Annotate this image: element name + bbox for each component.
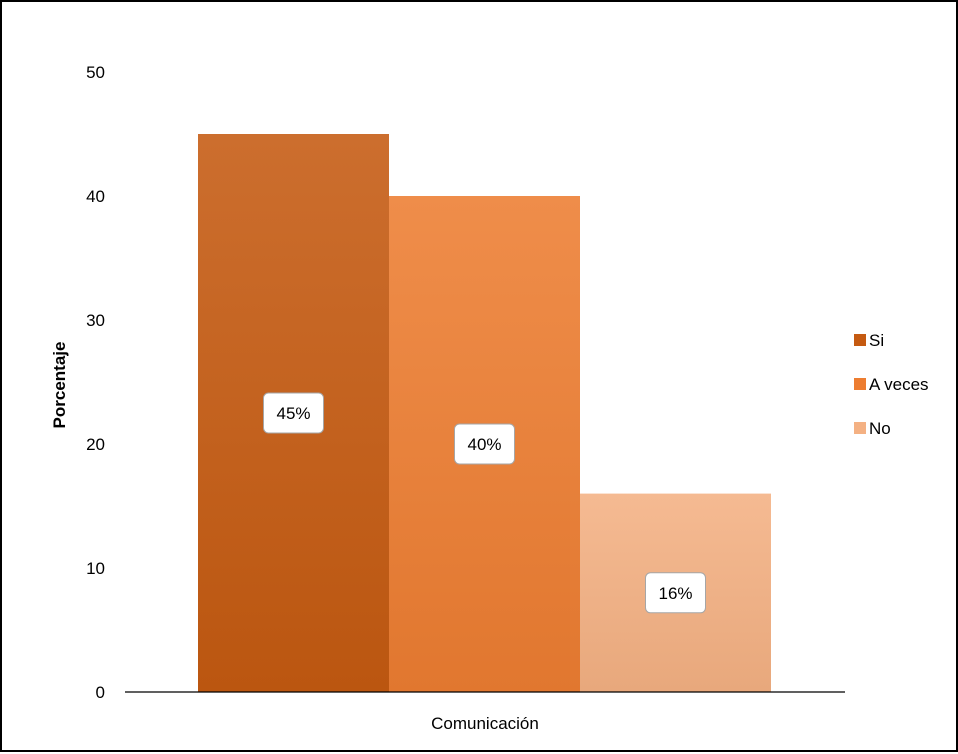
data-label-box-si <box>263 392 324 434</box>
legend-swatch-no <box>854 422 866 434</box>
y-tick-label-20: 20 <box>86 435 105 454</box>
legend: Si A veces No <box>854 331 929 438</box>
data-labels-layer: 45% 40% 16% <box>263 392 706 614</box>
data-label-a-veces: 40% <box>467 435 501 454</box>
data-label-no: 16% <box>658 584 692 603</box>
y-ticks-layer: 0 10 20 30 40 50 <box>86 63 105 702</box>
x-category-label: Comunicación <box>431 714 539 733</box>
y-tick-label-50: 50 <box>86 63 105 82</box>
legend-swatch-a-veces <box>854 378 866 390</box>
data-label-box-no <box>645 572 706 614</box>
y-tick-label-10: 10 <box>86 559 105 578</box>
y-tick-label-0: 0 <box>96 683 105 702</box>
legend-swatch-si <box>854 334 866 346</box>
y-tick-label-40: 40 <box>86 187 105 206</box>
legend-label-a-veces: A veces <box>869 375 929 394</box>
data-label-si: 45% <box>276 404 310 423</box>
y-tick-label-30: 30 <box>86 311 105 330</box>
data-label-box-a-veces <box>454 423 515 465</box>
legend-label-si: Si <box>869 331 884 350</box>
y-axis-title: Porcentaje <box>50 342 69 429</box>
legend-label-no: No <box>869 419 891 438</box>
